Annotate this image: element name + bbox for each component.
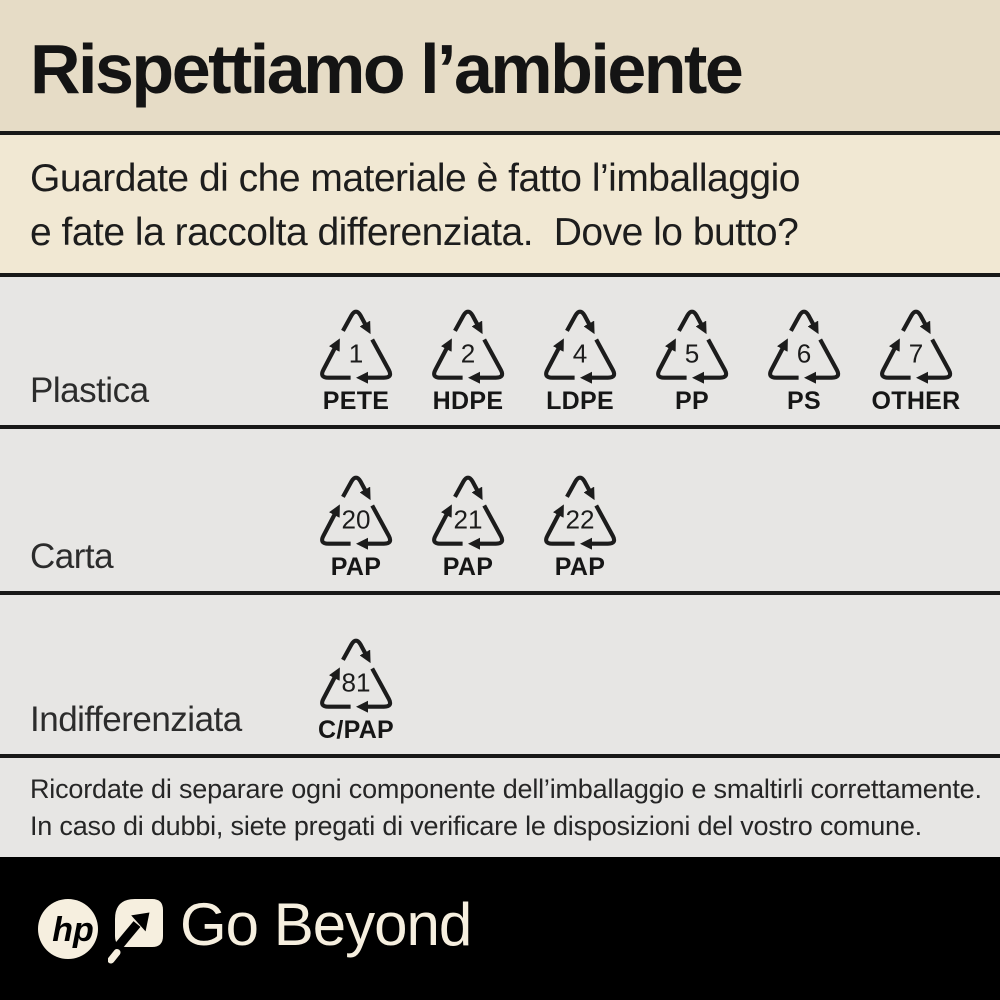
subtitle-line-1: Guardate di che materiale è fatto l’imba…: [30, 157, 800, 200]
recycling-symbol: 2 HDPE: [418, 303, 518, 416]
triangle-arrow-segment: [579, 504, 617, 550]
triangle-arrow-segment: [901, 309, 931, 335]
material-code-label: HDPE: [432, 387, 504, 415]
material-code-label: OTHER: [871, 387, 961, 415]
material-code-label: PETE: [322, 387, 390, 415]
page-title: Rispettiamo l’ambiente: [30, 29, 744, 108]
subtitle-band: Guardate di che materiale è fatto l’imba…: [0, 135, 1000, 277]
triangle-arrow-segment: [453, 475, 483, 501]
triangle-arrow-segment: [467, 504, 505, 550]
material-code-label: PP: [675, 387, 709, 415]
recycling-symbols-group: 1 PETE 2 HDPE 4 LDPE 5 PP 6 PS 7 OTHER: [306, 303, 966, 416]
recycling-symbol: 22 PAP: [530, 469, 630, 582]
recycling-code-number: 2: [461, 338, 476, 368]
recycling-symbol: 6 PS: [754, 303, 854, 416]
title-band: Rispettiamo l’ambiente: [0, 0, 1000, 135]
triangle-arrow-segment: [355, 338, 393, 384]
triangle-arrow-segment: [467, 338, 505, 384]
material-row-label: Plastica: [30, 371, 149, 410]
recycling-triangle-icon: 20: [320, 475, 393, 550]
triangle-arrow-segment: [432, 338, 463, 380]
material-rows: Plastica 1 PETE 2 HDPE 4 LDPE 5 PP 6 PS 7 OTHER Carta…: [0, 277, 1000, 758]
recycling-code-number: 4: [573, 338, 588, 368]
triangle-arrow-segment: [453, 309, 483, 335]
triangle-arrow-segment: [544, 338, 575, 380]
triangle-arrow-segment: [880, 338, 911, 380]
triangle-arrow-segment: [656, 338, 687, 380]
recycling-code-number: 5: [685, 338, 700, 368]
triangle-arrow-segment: [355, 667, 393, 713]
recycling-code-number: 22: [565, 504, 594, 534]
go-beyond-arrow-icon: [108, 898, 163, 963]
recycling-triangle-icon: 5: [656, 309, 729, 384]
recycling-code-number: 81: [341, 667, 370, 697]
recycling-symbol: 81 C/PAP: [306, 632, 406, 745]
recycling-symbol: 21 PAP: [418, 469, 518, 582]
triangle-arrow-segment: [320, 338, 351, 380]
recycling-triangle-icon: 2: [432, 309, 505, 384]
recycling-code-number: 21: [453, 504, 482, 534]
triangle-arrow-segment: [432, 504, 463, 546]
triangle-arrow-segment: [677, 309, 707, 335]
recycling-symbol: 4 LDPE: [530, 303, 630, 416]
note-band: Ricordate di separare ogni componente de…: [0, 758, 1000, 857]
triangle-arrow-segment: [320, 667, 351, 709]
recycling-triangle-icon: 6: [768, 309, 841, 384]
recycling-triangle-icon: 21: [432, 475, 505, 550]
triangle-arrow-segment: [768, 338, 799, 380]
triangle-arrow-segment: [691, 338, 729, 384]
recycling-triangle-icon: 1: [320, 309, 393, 384]
material-code-label: LDPE: [546, 387, 614, 415]
triangle-arrow-segment: [915, 338, 953, 384]
material-row-carta: Carta 20 PAP 21 PAP 22 PAP: [0, 429, 1000, 595]
material-row-indifferenziata: Indifferenziata 81 C/PAP: [0, 595, 1000, 758]
material-code-label: PAP: [442, 553, 494, 581]
recycling-code-number: 6: [797, 338, 812, 368]
material-row-plastica: Plastica 1 PETE 2 HDPE 4 LDPE 5 PP 6 PS 7 OTHER: [0, 277, 1000, 429]
triangle-arrow-segment: [341, 638, 371, 664]
recycling-triangle-icon: 4: [544, 309, 617, 384]
recycling-code-number: 7: [909, 338, 924, 368]
hp-logo-text: hp: [52, 911, 94, 949]
brand-bar: hp Go Beyond: [0, 857, 1000, 1000]
material-row-label: Carta: [30, 537, 114, 576]
note-line-2: In caso di dubbi, siete pregati di verif…: [30, 811, 922, 841]
triangle-arrow-segment: [544, 504, 575, 546]
recycling-triangle-icon: 22: [544, 475, 617, 550]
triangle-arrow-segment: [789, 309, 819, 335]
triangle-arrow-segment: [341, 309, 371, 335]
material-code-label: C/PAP: [317, 716, 395, 744]
subtitle-line-2: e fate la raccolta differenziata. Dove l…: [30, 211, 799, 254]
triangle-arrow-segment: [355, 504, 393, 550]
recycling-code-number: 1: [349, 338, 364, 368]
material-code-label: PAP: [554, 553, 606, 581]
brand-tagline: Go Beyond: [180, 891, 472, 958]
triangle-arrow-segment: [803, 338, 841, 384]
recycling-symbols-group: 81 C/PAP: [306, 632, 406, 745]
recycling-symbols-group: 20 PAP 21 PAP 22 PAP: [306, 469, 630, 582]
recycling-symbol: 7 OTHER: [866, 303, 966, 416]
triangle-arrow-segment: [341, 475, 371, 501]
recycling-triangle-icon: 7: [880, 309, 953, 384]
recycling-symbol: 20 PAP: [306, 469, 406, 582]
recycling-symbol: 1 PETE: [306, 303, 406, 416]
recycling-symbol: 5 PP: [642, 303, 742, 416]
triangle-arrow-segment: [565, 309, 595, 335]
recycling-triangle-icon: 81: [320, 638, 393, 713]
triangle-arrow-segment: [320, 504, 351, 546]
triangle-arrow-segment: [579, 338, 617, 384]
material-code-label: PS: [787, 387, 821, 415]
recycling-code-number: 20: [341, 504, 370, 534]
note-line-1: Ricordate di separare ogni componente de…: [30, 774, 982, 804]
material-code-label: PAP: [330, 553, 382, 581]
triangle-arrow-segment: [565, 475, 595, 501]
material-row-label: Indifferenziata: [30, 700, 242, 739]
hp-logo-icon: hp: [38, 898, 98, 959]
